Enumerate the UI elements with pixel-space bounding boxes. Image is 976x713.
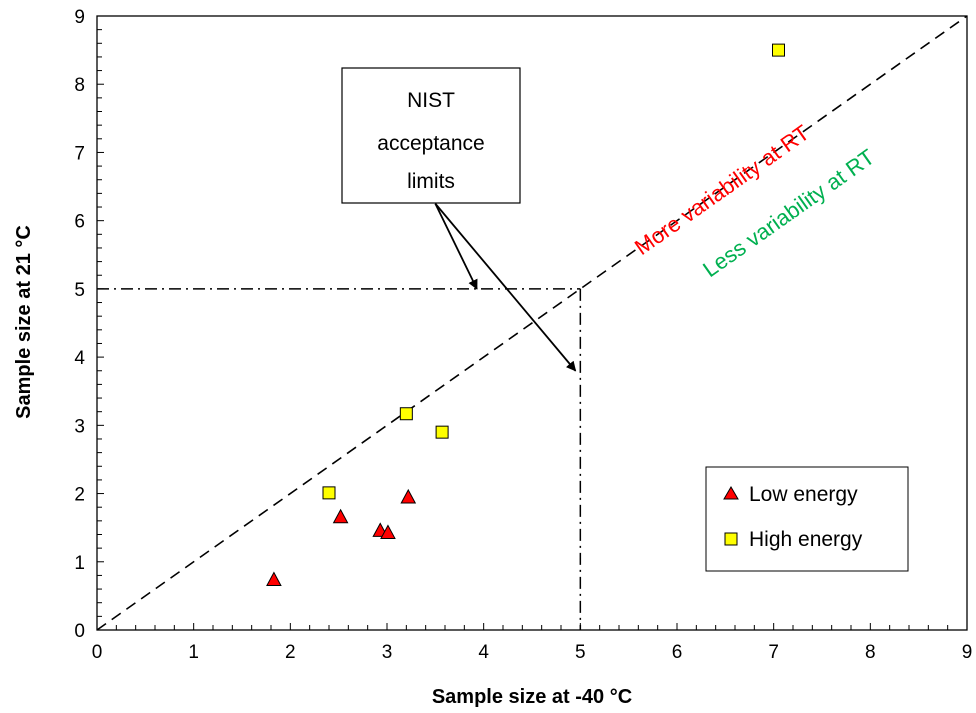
y-tick-label: 1 bbox=[74, 553, 85, 574]
y-tick-label: 7 bbox=[74, 143, 85, 164]
plot-area bbox=[96, 15, 968, 631]
y-tick-label: 8 bbox=[74, 75, 85, 96]
callout-line-3: limits bbox=[407, 170, 455, 193]
x-tick-label: 9 bbox=[962, 642, 973, 663]
data-point-high-energy bbox=[322, 486, 336, 500]
callout-box bbox=[341, 67, 521, 204]
data-point-high-energy bbox=[435, 425, 449, 439]
plot-border bbox=[96, 15, 968, 631]
y-tick-label: 0 bbox=[74, 621, 85, 642]
x-tick-label: 7 bbox=[768, 642, 779, 663]
legend-label-low-energy: Low energy bbox=[749, 483, 858, 506]
data-point-low-energy bbox=[380, 524, 396, 539]
data-point-low-energy bbox=[266, 571, 282, 587]
x-tick-label: 3 bbox=[382, 642, 393, 663]
callout-arrows bbox=[434, 203, 577, 372]
y-axis-title: Sample size at 21 °C bbox=[13, 225, 35, 419]
x-tick-label: 1 bbox=[188, 642, 199, 663]
nist-callout: NIST acceptance limits bbox=[341, 67, 521, 204]
legend-label-high-energy: High energy bbox=[749, 528, 863, 551]
legend-marker-low-energy bbox=[723, 486, 739, 500]
x-tick-label: 5 bbox=[575, 642, 586, 663]
y-tick-label: 6 bbox=[74, 212, 85, 233]
data-point-low-energy bbox=[400, 488, 417, 504]
legend-marker-high-energy bbox=[724, 532, 738, 546]
reference-lines bbox=[96, 15, 968, 631]
callout-line-2: acceptance bbox=[377, 132, 484, 155]
callout-line-1: NIST bbox=[407, 89, 455, 112]
y-tick-label: 9 bbox=[74, 7, 85, 28]
x-tick-label: 2 bbox=[285, 642, 296, 663]
legend-box bbox=[705, 466, 909, 572]
data-point-high-energy bbox=[399, 407, 413, 421]
axis-tick-labels: 0 1 2 3 4 5 6 7 8 9 0 1 2 3 4 5 6 7 8 9 bbox=[74, 7, 972, 663]
diagonal-line bbox=[96, 15, 968, 631]
x-tick-label: 8 bbox=[865, 642, 876, 663]
axis-ticks bbox=[96, 15, 968, 631]
data-point-low-energy bbox=[332, 508, 349, 524]
x-axis-title: Sample size at -40 °C bbox=[432, 686, 632, 708]
y-tick-label: 5 bbox=[74, 280, 85, 301]
callout-arrow bbox=[434, 203, 478, 290]
y-tick-label: 2 bbox=[74, 485, 85, 506]
y-tick-label: 3 bbox=[74, 416, 85, 437]
x-tick-label: 4 bbox=[478, 642, 489, 663]
data-point-high-energy bbox=[772, 43, 785, 57]
x-tick-label: 0 bbox=[92, 642, 103, 663]
y-tick-label: 4 bbox=[74, 348, 85, 369]
legend: Low energy High energy bbox=[705, 466, 909, 572]
data-points bbox=[266, 43, 785, 587]
more-variability-label: More variability at RT bbox=[630, 120, 814, 260]
callout-arrow bbox=[434, 203, 577, 372]
x-tick-label: 6 bbox=[672, 642, 683, 663]
less-variability-label: Less variability at RT bbox=[698, 144, 879, 282]
